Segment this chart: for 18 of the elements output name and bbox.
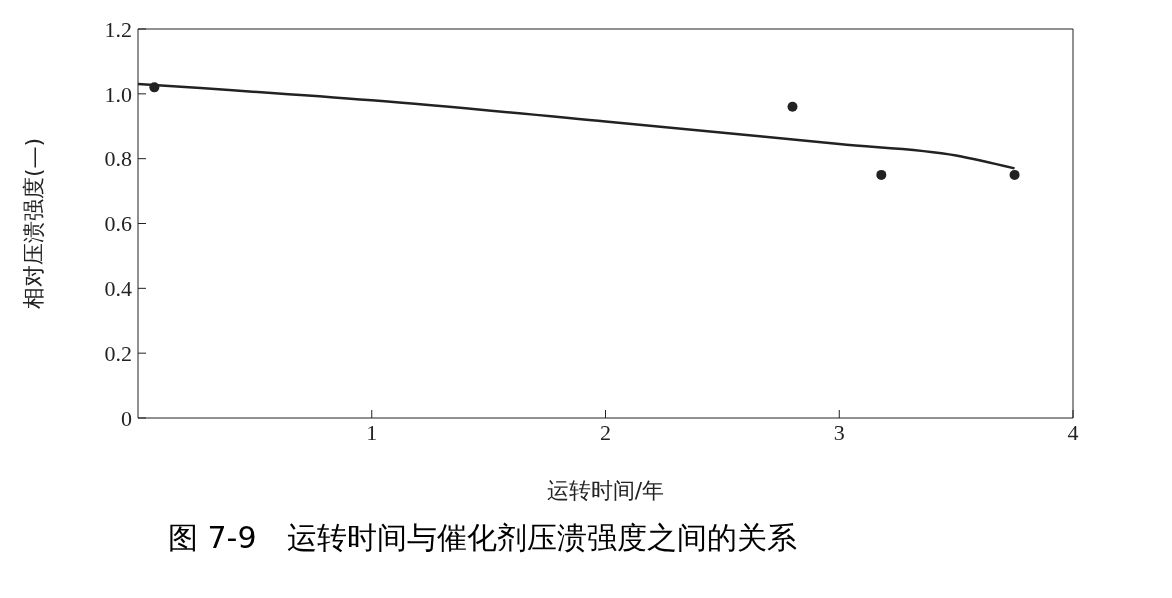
- y-tick-label: 0.8: [104, 146, 132, 172]
- y-tick-label: 0.2: [104, 340, 132, 366]
- x-tick-label: 2: [600, 419, 611, 445]
- x-axis-title: 运转时间/年: [546, 478, 665, 503]
- y-tick-label: 0.4: [104, 276, 132, 302]
- y-axis-title: 相对压溃强度(—): [20, 137, 46, 310]
- y-tick-label: 1.2: [104, 16, 132, 42]
- point: [787, 101, 798, 112]
- point: [1009, 169, 1020, 180]
- point: [876, 169, 887, 180]
- y-tick-label: 0.6: [104, 211, 132, 237]
- x-tick-label: 3: [833, 419, 845, 445]
- y-tick-label: 1.0: [104, 81, 132, 107]
- x-tick-label: 1: [366, 419, 378, 445]
- x-tick-label: 4: [1067, 419, 1079, 445]
- text: 图 7-9 运转时间与催化剂压溃强度之间的关系: [167, 519, 798, 557]
- y-tick-label: 0: [121, 405, 132, 431]
- point: [149, 82, 160, 93]
